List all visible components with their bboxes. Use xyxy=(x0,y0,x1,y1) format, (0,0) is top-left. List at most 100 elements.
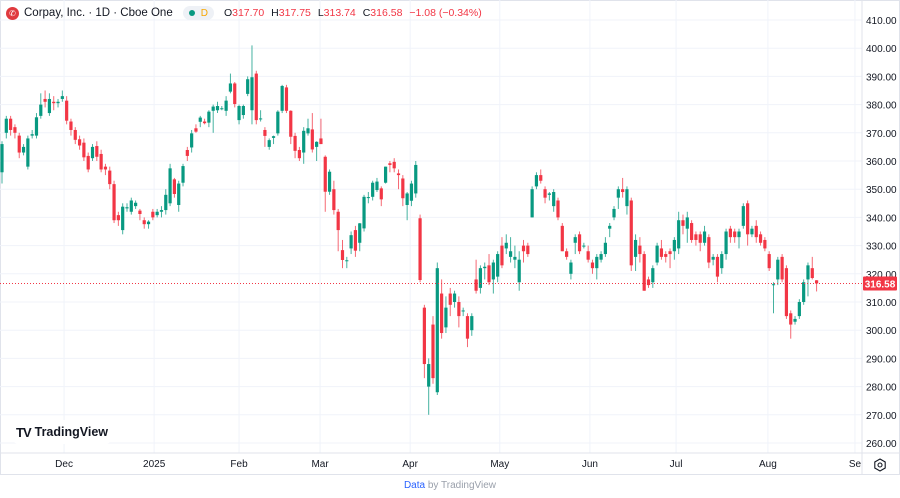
candle-up xyxy=(26,135,30,170)
candle-down xyxy=(440,279,444,339)
candle-up xyxy=(134,200,138,209)
candle-body xyxy=(750,228,754,235)
candle-body xyxy=(52,101,56,104)
candle-body xyxy=(776,259,780,280)
candle-down xyxy=(77,135,82,150)
candle-down xyxy=(99,149,103,173)
candle-body xyxy=(392,161,396,169)
time-tick-label: Se xyxy=(849,459,862,470)
candle-body xyxy=(668,251,672,255)
candle-down xyxy=(780,254,784,283)
open-value: 317.70 xyxy=(232,7,265,19)
candle-up xyxy=(633,234,638,271)
candle-body xyxy=(289,110,293,137)
candle-up xyxy=(405,192,409,221)
candle-down xyxy=(233,82,237,108)
data-link[interactable]: Data xyxy=(403,480,426,491)
candle-up xyxy=(603,237,607,257)
candle-up xyxy=(39,93,43,119)
candle-down xyxy=(142,217,146,229)
tradingview-logo[interactable]: TV TradingView xyxy=(8,420,117,444)
market-status-pill[interactable]: D xyxy=(182,6,214,20)
last-price-label: 316.58 xyxy=(865,279,896,290)
candle-down xyxy=(336,208,340,252)
candle-up xyxy=(271,135,276,145)
price-tick-label: 300.00 xyxy=(866,326,897,337)
candle-body xyxy=(4,118,8,133)
candle-down xyxy=(401,175,405,207)
candle-body xyxy=(500,245,504,266)
candle-up xyxy=(276,110,280,136)
candle-body xyxy=(349,235,353,249)
settings-gear-icon[interactable] xyxy=(873,458,887,472)
candle-body xyxy=(659,248,664,257)
candle-body xyxy=(685,217,689,229)
candle-body xyxy=(194,128,198,132)
price-tick-label: 320.00 xyxy=(866,270,897,281)
candle-up xyxy=(371,180,375,201)
symbol-title[interactable]: Corpay, Inc. · 1D · Cboe One xyxy=(24,7,173,19)
price-tick-label: 390.00 xyxy=(866,72,897,83)
candle-body xyxy=(142,220,146,225)
candle-body xyxy=(586,251,590,260)
candle-up xyxy=(547,192,551,201)
candle-body xyxy=(707,237,711,263)
candle-body xyxy=(396,173,401,176)
candle-body xyxy=(69,121,73,130)
candle-up xyxy=(56,98,60,108)
candle-up xyxy=(724,228,728,260)
candle-down xyxy=(319,118,323,145)
candle-body xyxy=(336,211,340,231)
candle-up xyxy=(517,251,521,291)
time-axis[interactable]: Dec 2025 Feb Mar Apr May Jun Jul Aug Se xyxy=(55,459,861,470)
candle-body xyxy=(470,316,474,331)
candle-body xyxy=(233,83,237,105)
price-axis[interactable]: 260.00 270.00 280.00 290.00 300.00 310.00 320.… xyxy=(866,16,897,450)
candle-up xyxy=(616,186,620,209)
time-tick-label: Dec xyxy=(55,459,73,470)
candle-body xyxy=(465,316,470,339)
candle-up xyxy=(491,259,495,294)
candle-down xyxy=(194,124,198,133)
candle-body xyxy=(664,254,668,257)
candle-up xyxy=(315,141,319,161)
candle-body xyxy=(440,293,444,334)
candle-body xyxy=(306,128,310,134)
candle-down xyxy=(659,239,664,260)
symbol-header: ✆ Corpay, Inc. · 1D · Cboe One D O317.70… xyxy=(6,5,486,21)
candle-down xyxy=(814,280,819,292)
candles xyxy=(0,45,819,415)
candle-down xyxy=(789,310,793,339)
candle-up xyxy=(34,113,39,139)
candle-body xyxy=(409,183,414,201)
candle-down xyxy=(138,208,142,221)
candle-down xyxy=(448,287,452,317)
candle-down xyxy=(521,239,526,263)
candle-body xyxy=(345,260,349,262)
candle-up xyxy=(702,225,707,246)
time-tick-label: Jun xyxy=(582,459,598,470)
candle-up xyxy=(47,93,52,116)
candle-up xyxy=(504,234,508,255)
price-tick-label: 340.00 xyxy=(866,213,897,224)
candle-body xyxy=(793,318,797,322)
candle-down xyxy=(284,84,289,114)
candle-body xyxy=(534,175,539,187)
candle-up xyxy=(552,189,556,212)
candle-up xyxy=(612,206,616,221)
chart-frame xyxy=(0,0,900,475)
candle-down xyxy=(185,146,189,161)
candle-up xyxy=(362,194,366,232)
candle-body xyxy=(121,206,125,231)
candle-body xyxy=(616,189,620,198)
candle-body xyxy=(655,245,659,263)
candle-body xyxy=(73,129,77,140)
price-tick-label: 370.00 xyxy=(866,129,897,140)
candle-down xyxy=(465,313,470,348)
candle-up xyxy=(177,180,181,212)
candle-body xyxy=(198,117,202,122)
candle-body xyxy=(323,156,327,192)
candle-up xyxy=(573,234,577,255)
candle-up xyxy=(211,104,215,133)
